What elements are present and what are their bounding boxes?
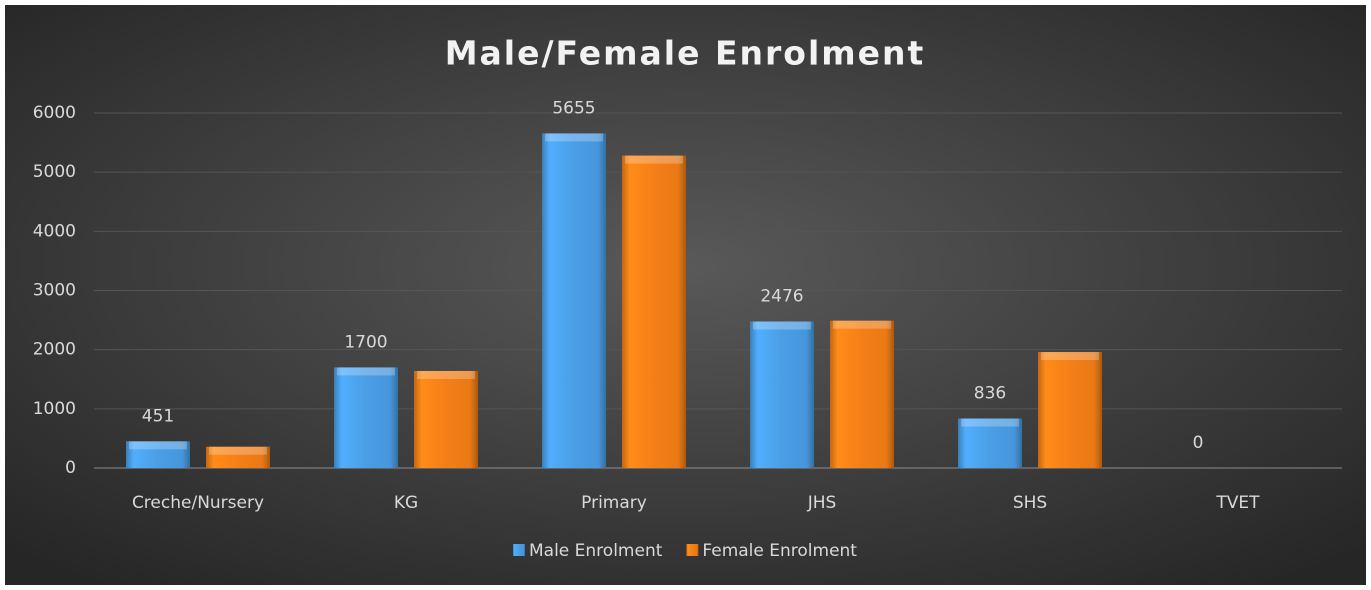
y-tick-label: 6000 (33, 103, 76, 123)
bar (958, 418, 1022, 468)
data-label: 0 (1193, 433, 1204, 453)
bar-bevel (417, 370, 475, 379)
bar (334, 367, 398, 468)
bar-bevel (129, 441, 187, 450)
legend-label: Male Enrolment (529, 541, 663, 561)
bar-bevel (545, 133, 603, 142)
legend-label: Female Enrolment (702, 541, 857, 561)
y-tick-label: 1000 (33, 399, 76, 419)
data-label: 451 (142, 406, 174, 426)
bar (622, 155, 686, 468)
bar-bevel (961, 418, 1019, 427)
legend-swatch (686, 544, 699, 556)
bar-bevel (209, 446, 267, 455)
data-label: 836 (974, 384, 1006, 404)
bar (206, 446, 270, 468)
bar (1038, 352, 1102, 468)
bar (414, 370, 478, 468)
x-tick-label: TVET (1215, 493, 1260, 513)
x-tick-label: SHS (1013, 493, 1047, 513)
y-tick-label: 3000 (33, 281, 76, 301)
data-label: 2476 (760, 287, 803, 307)
y-tick-label: 4000 (33, 221, 76, 241)
bar-bevel (337, 367, 395, 376)
x-tick-label: Primary (581, 493, 647, 513)
chart-title: Male/Female Enrolment (445, 34, 926, 73)
data-label: 1700 (344, 332, 387, 352)
legend-swatch (513, 544, 526, 556)
bar (542, 133, 606, 468)
data-label: 5655 (552, 98, 595, 118)
bar-bevel (833, 320, 891, 329)
y-tick-label: 5000 (33, 162, 76, 182)
y-tick-label: 2000 (33, 340, 76, 360)
bar (830, 320, 894, 468)
x-tick-label: KG (394, 493, 418, 513)
bar-bevel (625, 155, 683, 164)
y-tick-label: 0 (65, 458, 76, 478)
bar-bevel (753, 321, 811, 330)
bar (126, 441, 190, 468)
x-tick-label: Creche/Nursery (132, 493, 264, 513)
bar-bevel (1041, 352, 1099, 361)
legend: Male Enrolment Female Enrolment (513, 541, 857, 561)
x-tick-label: JHS (807, 493, 837, 513)
bar (750, 321, 814, 468)
